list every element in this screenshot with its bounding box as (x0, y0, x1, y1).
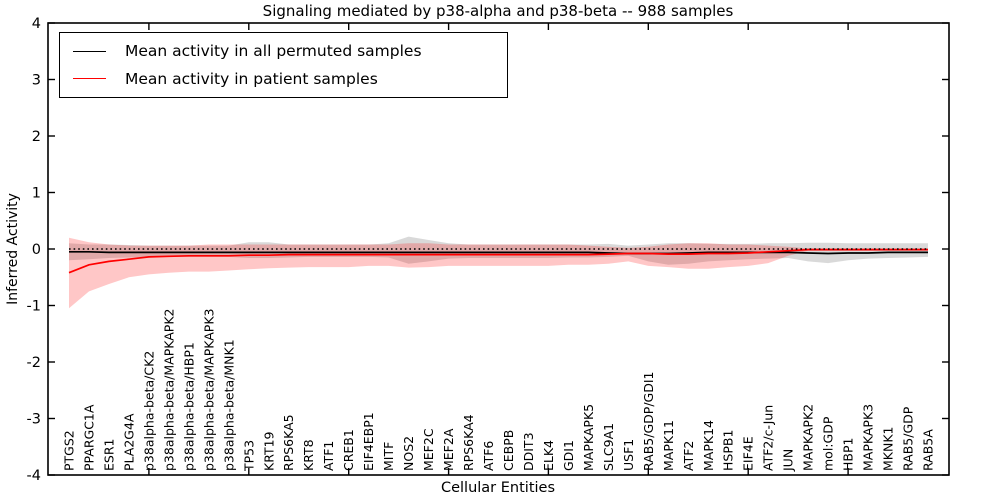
x-category-label: RAB5/GDP (901, 406, 916, 471)
y-tick-label: -4 (27, 468, 41, 484)
x-category-label: MAPK14 (701, 420, 716, 471)
x-category-label: RAB5A (921, 429, 936, 471)
x-category-label: EIF4EBP1 (361, 412, 376, 471)
x-category-label: MAPKAPK5 (581, 404, 596, 471)
patient-mean-line (68, 248, 928, 274)
y-tick-label: -1 (27, 299, 41, 315)
x-category-label: TP53 (241, 440, 256, 472)
x-axis-label: Cellular Entities (440, 480, 556, 496)
permuted-mean-line (69, 250, 928, 255)
y-tick-label: 0 (32, 242, 41, 258)
x-category-label: RPS6KA4 (461, 414, 476, 471)
x-category-label: p38alpha-beta/MAPKAPK2 (161, 309, 176, 472)
legend-box: Mean activity in all permuted samples Me… (59, 32, 508, 98)
y-tick-label: 2 (32, 129, 41, 145)
x-category-label: ESR1 (102, 439, 117, 471)
x-category-label: HSPB1 (721, 430, 736, 471)
x-category-label: mol:GDP (821, 416, 836, 471)
y-tick-label: -3 (27, 412, 41, 428)
x-category-label: MEF2C (421, 428, 436, 471)
y-tick-label: -2 (27, 355, 41, 371)
y-tick-label: 3 (32, 73, 41, 89)
x-category-label: RAB5/GDP/GDI1 (641, 372, 656, 471)
x-category-label: p38alpha-beta/MAPKAPK3 (201, 309, 216, 472)
x-category-label: MAPKAPK3 (861, 404, 876, 471)
x-category-label: GDI1 (561, 440, 576, 471)
x-category-label: JUN (781, 449, 796, 472)
x-category-label: PTGS2 (62, 430, 77, 471)
x-category-label: EIF4E (741, 436, 756, 471)
legend-entry-patient: Mean activity in patient samples (73, 70, 507, 88)
x-category-label: p38alpha-beta/HBP1 (181, 342, 196, 471)
x-category-label: ATF1 (321, 441, 336, 471)
x-category-label: ATF2/c-Jun (761, 405, 776, 471)
x-category-label: ELK4 (541, 440, 556, 471)
x-category-label: MEF2A (441, 428, 456, 471)
permuted-line-swatch (73, 50, 106, 52)
permuted-band-area (69, 236, 928, 265)
x-category-label: p38alpha-beta/CK2 (141, 351, 156, 471)
x-category-label: SLC9A1 (601, 423, 616, 471)
legend-entry-permuted: Mean activity in all permuted samples (73, 42, 507, 60)
x-category-label: MITF (381, 442, 396, 471)
x-category-label: MKNK1 (881, 427, 896, 471)
x-category-label: CREB1 (341, 429, 356, 471)
patient-line-swatch (73, 78, 106, 80)
x-category-label: ATF6 (481, 441, 496, 471)
x-category-label: PLA2G4A (121, 413, 136, 471)
x-category-label: CEBPB (501, 430, 516, 471)
x-category-label: HBP1 (841, 438, 856, 471)
y-axis-label: Inferred Activity (5, 193, 21, 305)
x-category-label: DDIT3 (521, 432, 536, 471)
y-tick-label: 4 (32, 16, 41, 32)
x-category-label: KRT19 (261, 431, 276, 471)
x-category-label: NOS2 (401, 436, 416, 471)
x-category-label: p38alpha-beta/MNK1 (221, 339, 236, 471)
x-category-label: RPS6KA5 (281, 414, 296, 471)
x-category-label: USF1 (621, 439, 636, 471)
x-category-label: ATF2 (681, 441, 696, 471)
legend-label-patient: Mean activity in patient samples (125, 69, 378, 88)
x-category-label: PPARGC1A (82, 404, 97, 471)
legend-label-permuted: Mean activity in all permuted samples (125, 42, 422, 61)
y-tick-label: 1 (32, 186, 41, 202)
x-category-label: MAPKAPK2 (801, 404, 816, 471)
x-category-label: MAPK11 (661, 420, 676, 471)
chart-title: Signaling mediated by p38-alpha and p38-… (262, 2, 734, 20)
x-category-label: KRT8 (301, 439, 316, 471)
